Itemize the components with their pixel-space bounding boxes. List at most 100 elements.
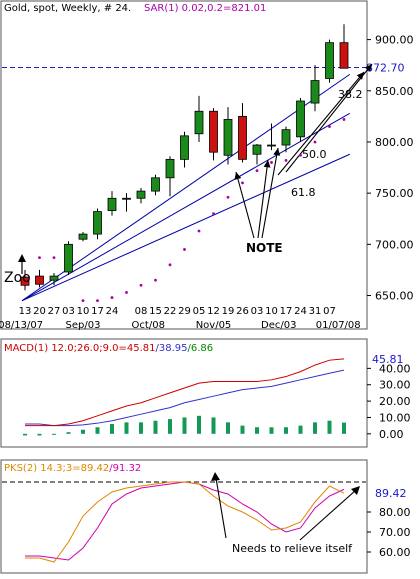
sar-dot (197, 229, 201, 233)
x-tick-label: 03 (251, 306, 264, 317)
candle-body (238, 115, 247, 160)
price-header: Gold, spot, Weekly, # 24. SAR(1) 0.02,0.… (4, 3, 266, 14)
note-arrow-line (277, 71, 365, 176)
candle (151, 174, 160, 196)
candle-body (35, 275, 44, 285)
pks-annotations: Needs to relieve itself (211, 472, 360, 555)
sar-dot (270, 161, 273, 164)
x-tick-label: 05 (193, 306, 206, 317)
candle-body (49, 275, 59, 281)
candle-body (122, 197, 131, 200)
x-tick-label: 24 (106, 306, 119, 317)
sar-dot (38, 256, 41, 260)
macd-tick-label: 10.00 (379, 411, 411, 424)
candle (238, 103, 247, 163)
candle (209, 108, 218, 161)
note-arrow-line (261, 147, 279, 239)
macd-header-text: MACD(1) 12.0;26.0;9.0=45.81/38.95/6.86 (4, 343, 213, 354)
zoom-label: Zoo (4, 270, 31, 286)
macd-histogram-bar (110, 424, 114, 434)
price-x-axis: 13 20 27 03 10 17 24 08 15 22 29 05 12 19 26 03 10 17 24 31… (0, 306, 361, 331)
x-tick-label: 15 (149, 306, 162, 317)
sar-dot (183, 248, 186, 251)
x-tick-label: 10 (265, 306, 278, 317)
x-tick-label: 12 (207, 306, 220, 317)
sar-dot (52, 256, 56, 260)
candle-body (20, 276, 30, 286)
pks-header: PKS(2) 14.3;3=89.42/91.32 (4, 463, 141, 474)
note-arrow-line (257, 159, 269, 239)
sar-dot (212, 212, 215, 216)
sar-dot (81, 299, 85, 303)
candle-body (252, 144, 262, 155)
macd-histogram-bar (124, 422, 129, 434)
price-tick-label: 700.00 (375, 238, 414, 251)
sar-dot (96, 299, 99, 303)
candle-body (267, 144, 276, 147)
x-tick-label: 17 (91, 306, 104, 317)
pks-axis: 80.00 70.00 60.00 89.42 (2, 481, 411, 559)
macd-histogram-bar (298, 425, 303, 434)
macd-histogram-bar (153, 420, 158, 434)
note-arrowhead-icon (273, 148, 281, 156)
sar-dot (226, 195, 230, 199)
price-tick-label: 850.00 (375, 85, 414, 98)
candle (122, 193, 131, 212)
macd-histogram-bar (52, 433, 56, 435)
sar-dot (284, 158, 288, 162)
fan-line-38.2 (21, 73, 351, 302)
macd-histogram-bar (342, 422, 346, 434)
note-arrowhead-icon (263, 160, 271, 168)
candle-body (194, 110, 204, 135)
macd-histogram-bar (81, 429, 85, 434)
candle-body (339, 42, 349, 69)
x-tick-label: 10 (77, 306, 90, 317)
macd-histogram-bar (255, 427, 259, 434)
x-tick-label: 26 (236, 306, 249, 317)
candle-body (296, 100, 305, 138)
macd-histogram-bar (182, 417, 187, 434)
candle-body (107, 197, 117, 211)
macd-tick-label: 20.00 (379, 395, 411, 408)
candle (35, 269, 44, 288)
candle-body (64, 243, 73, 273)
macd-histogram-bar (23, 433, 27, 436)
macd-histogram-bar (313, 422, 317, 434)
x-tick-label: 20 (33, 306, 46, 317)
candle (64, 241, 73, 276)
x-tick-label: 08 (135, 306, 148, 317)
macd-axis: 40.00 30.00 20.00 10.00 0.00 45.81 (367, 353, 411, 441)
macd-value-label: 45.81 (372, 353, 404, 366)
pks-tick-label: 80.00 (379, 506, 411, 519)
x-tick-label: 31 (309, 306, 322, 317)
x-month-label: 01/07/08 (316, 320, 361, 331)
macd-line (25, 358, 345, 427)
pks-fast-line (25, 481, 345, 563)
x-tick-label: 29 (178, 306, 191, 317)
candle (93, 208, 102, 240)
sar-dot (139, 283, 143, 287)
candle-body (136, 190, 146, 199)
macd-histogram-bar (197, 415, 201, 434)
macd-histogram-bar (139, 422, 143, 434)
sar-dot (255, 169, 259, 173)
macd-tick-label: 40.00 (379, 362, 411, 375)
fan-label-38.2: 38.2 (338, 88, 363, 101)
x-month-label: Oct/08 (132, 320, 165, 331)
macd-histogram-bar (168, 419, 172, 434)
sar-dot (154, 278, 157, 282)
candle-body (93, 211, 102, 235)
x-month-label: 08/13/07 (0, 320, 43, 331)
pks-tick-label: 60.00 (379, 546, 411, 559)
price-tick-label: 900.00 (375, 34, 414, 47)
macd-histogram-bar (226, 422, 230, 434)
candle-body (223, 119, 233, 156)
candle-body (281, 129, 291, 146)
pks-tick-label: 70.00 (379, 526, 411, 539)
candle-body (209, 110, 218, 153)
x-tick-label: 13 (19, 306, 32, 317)
x-tick-label: 27 (48, 306, 61, 317)
pks-header-text: PKS(2) 14.3;3=89.42/91.32 (4, 463, 141, 474)
